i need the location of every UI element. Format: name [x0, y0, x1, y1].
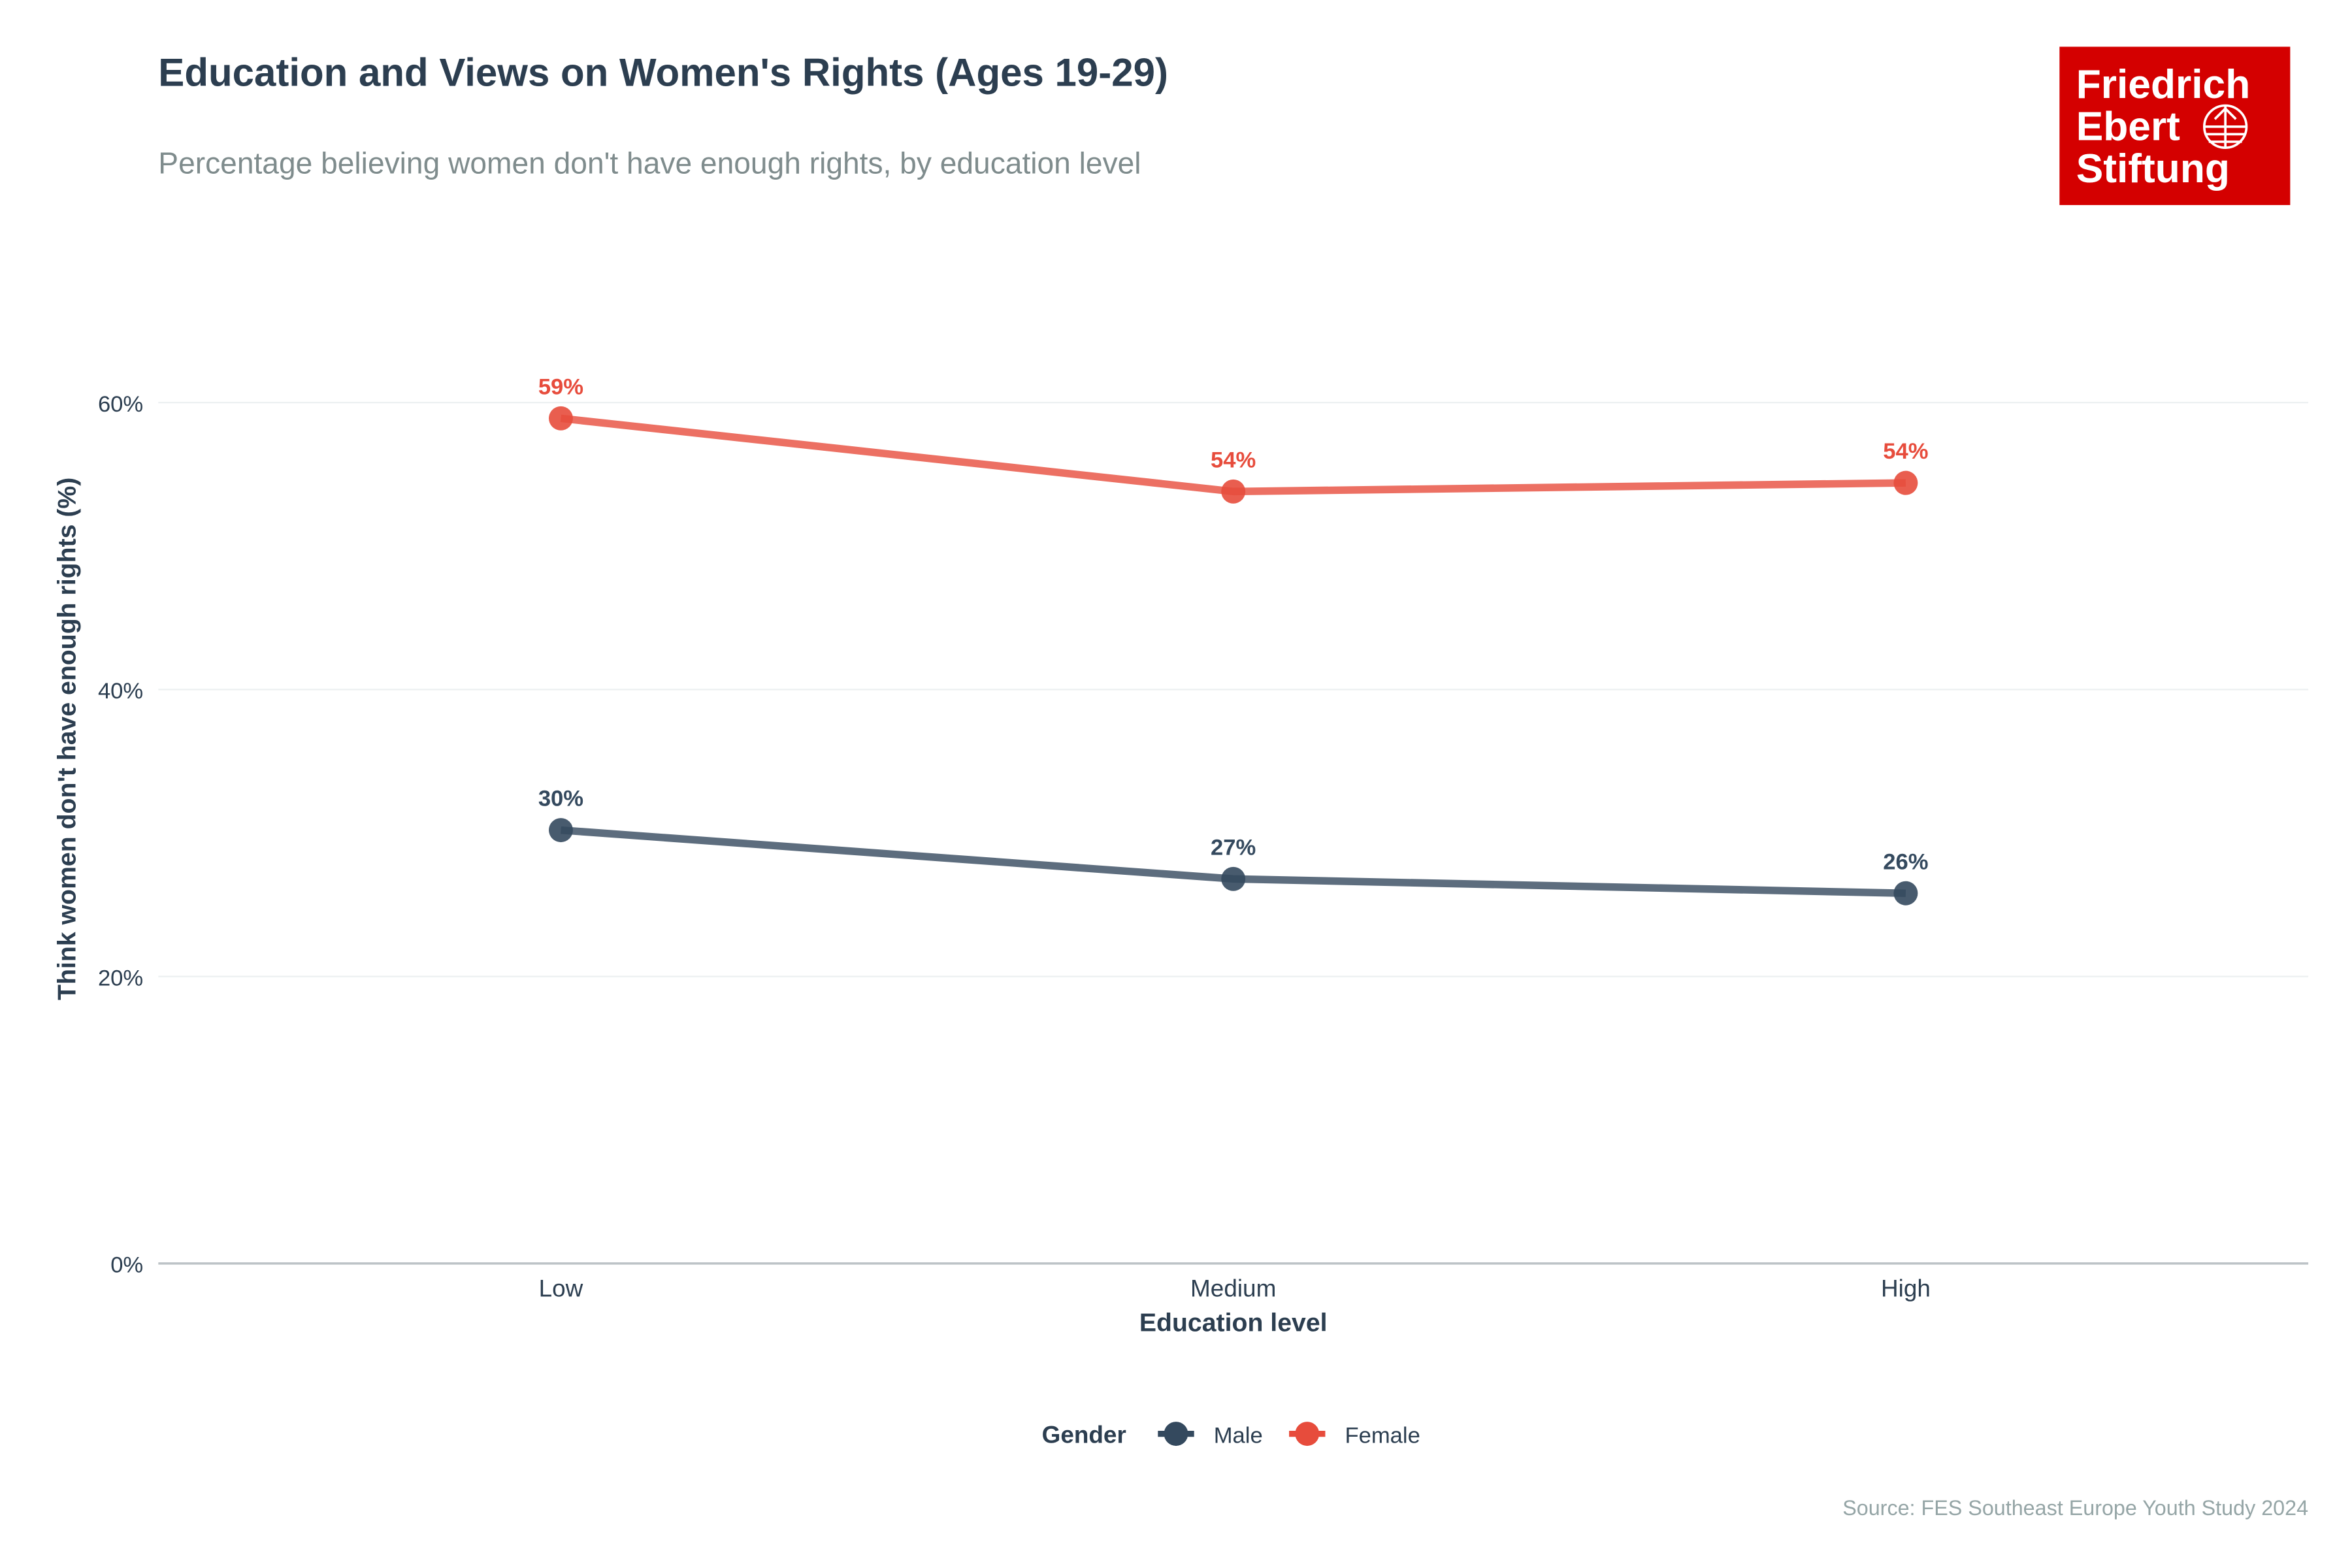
- chart-subtitle: Percentage believing women don't have en…: [158, 146, 1141, 180]
- legend: Gender Male Female: [1042, 1421, 1420, 1448]
- series-female: 59% 54% 54%: [538, 374, 1929, 504]
- data-label: 30%: [538, 787, 583, 811]
- y-tick-label: 0%: [110, 1253, 143, 1278]
- x-tick-labels: Low Medium High: [539, 1275, 1931, 1302]
- series: 30% 27% 26% 59% 54% 54%: [538, 374, 1929, 906]
- legend-item-male: Male: [1158, 1422, 1263, 1448]
- data-label: 54%: [1883, 439, 1928, 464]
- data-label: 26%: [1883, 849, 1928, 874]
- y-tick-label: 20%: [98, 966, 143, 990]
- series-male: 30% 27% 26%: [538, 787, 1929, 906]
- logo-line: Stiftung: [2076, 146, 2230, 191]
- logo-line: Friedrich: [2076, 62, 2251, 107]
- y-tick-label: 60%: [98, 392, 143, 417]
- data-point: [549, 818, 573, 843]
- y-tick-labels: 0% 20% 40% 60%: [98, 392, 143, 1278]
- data-point: [1893, 470, 1918, 495]
- data-label: 54%: [1211, 448, 1256, 472]
- fes-logo: Friedrich Ebert Stiftung: [2059, 46, 2291, 205]
- x-axis-label: Education level: [1139, 1309, 1328, 1337]
- gridlines: [158, 402, 2309, 977]
- legend-label: Female: [1345, 1423, 1420, 1448]
- data-point: [1893, 881, 1918, 906]
- x-tick-label: Low: [539, 1275, 583, 1302]
- legend-title: Gender: [1042, 1421, 1126, 1448]
- data-label: 27%: [1211, 835, 1256, 860]
- chart-title: Education and Views on Women's Rights (A…: [158, 51, 1168, 95]
- data-point: [1221, 866, 1246, 891]
- legend-item-female: Female: [1289, 1422, 1420, 1448]
- x-tick-label: High: [1881, 1275, 1931, 1302]
- source-note: Source: FES Southeast Europe Youth Study…: [1842, 1496, 2308, 1520]
- data-point: [1221, 479, 1246, 504]
- legend-label: Male: [1214, 1423, 1263, 1448]
- logo-line: Ebert: [2076, 105, 2180, 150]
- fes-emblem-icon: [2202, 104, 2248, 149]
- y-tick-label: 40%: [98, 679, 143, 704]
- data-label: 59%: [538, 374, 583, 399]
- x-tick-label: Medium: [1190, 1275, 1276, 1302]
- y-axis-label: Think women don't have enough rights (%): [52, 478, 81, 1000]
- data-point: [549, 406, 573, 431]
